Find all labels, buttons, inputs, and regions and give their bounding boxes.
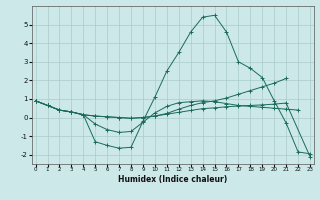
X-axis label: Humidex (Indice chaleur): Humidex (Indice chaleur): [118, 175, 228, 184]
